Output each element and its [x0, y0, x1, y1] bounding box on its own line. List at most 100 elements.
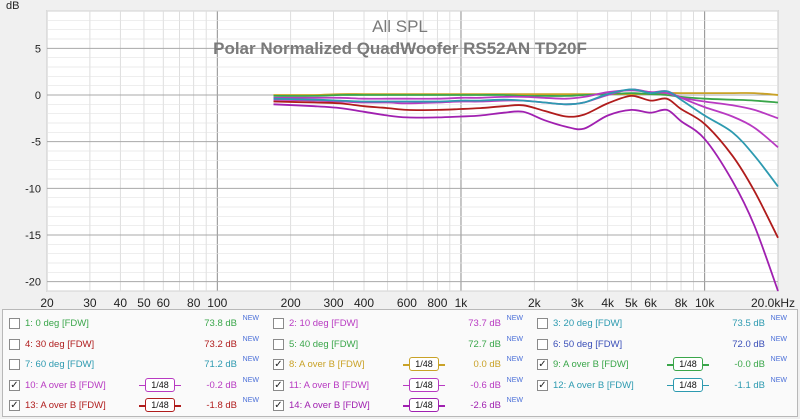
legend-checkbox[interactable] [537, 338, 548, 350]
chart-subtitle: Polar Normalized QuadWoofer RS52AN TD20F [213, 39, 587, 58]
legend-item[interactable]: 2: 10 deg [FDW] 73.7 dB NEW [267, 314, 529, 335]
legend-value: -0.0 dB [734, 359, 765, 370]
smoothing-line-icon [667, 384, 673, 386]
legend-checkbox[interactable] [9, 338, 20, 350]
x-tick-label: 50 [137, 296, 151, 307]
legend-item[interactable]: 1: 0 deg [FDW] 73.8 dB NEW [3, 314, 265, 335]
legend-label: 4: 30 deg [FDW] [25, 338, 95, 350]
x-tick-label: 200 [281, 296, 301, 307]
series-line-10 [273, 89, 779, 120]
legend-checkbox[interactable] [9, 359, 20, 370]
smoothing-label: 1/48 [679, 359, 697, 369]
legend-checkbox[interactable]: ✓ [537, 379, 548, 391]
legend-new-badge: NEW [770, 376, 787, 384]
legend-new-badge: NEW [242, 397, 259, 404]
smoothing-label: 1/48 [415, 379, 433, 390]
legend-new-badge: NEW [770, 315, 787, 322]
legend-label: 7: 60 deg [FDW] [25, 359, 95, 370]
smoothing-line-icon [175, 384, 181, 386]
series-layer [273, 88, 779, 292]
legend-value: 73.8 dB [204, 318, 237, 329]
smoothing-button[interactable]: 1/48 [403, 377, 445, 392]
legend-item[interactable]: ✓ 10: A over B [FDW] 1/48 -0.2 dB NEW [3, 376, 265, 397]
spl-chart[interactable]: 50-5-10-15-20 20 30 40 50 60 80 100 200 300 400 60… [0, 0, 800, 307]
legend-value: 71.2 dB [204, 359, 237, 370]
y-tick-label: -20 [25, 277, 41, 289]
smoothing-button[interactable]: 1/48 [667, 377, 709, 392]
legend-value: 73.5 dB [732, 318, 765, 329]
legend-checkbox[interactable] [273, 338, 284, 350]
x-tick-label: 20 [40, 296, 54, 307]
y-axis-label: dB [6, 0, 19, 12]
legend-checkbox[interactable]: ✓ [273, 379, 284, 391]
x-tick-label: 4k [601, 296, 615, 307]
legend-checkbox[interactable]: ✓ [273, 400, 284, 411]
x-tick-labels: 20 30 40 50 60 80 100 200 300 400 600 800 1k 2k 3k 4k 5k… [40, 296, 795, 307]
y-tick-label: -15 [25, 230, 41, 242]
x-tick-label: 300 [324, 296, 344, 307]
legend-item[interactable]: ✓ 14: A over B [FDW] 1/48 -2.6 dB NEW [267, 396, 529, 417]
legend-checkbox[interactable]: ✓ [9, 379, 20, 391]
x-tick-label: 60 [157, 296, 171, 307]
legend-label: 12: A over B [FDW] [553, 379, 634, 391]
legend-item[interactable]: ✓ 11: A over B [FDW] 1/48 -0.6 dB NEW [267, 376, 529, 397]
y-tick-label: -5 [31, 137, 41, 149]
smoothing-label: 1/48 [415, 400, 433, 410]
legend-label: 8: A over B [FDW] [289, 359, 365, 370]
y-tick-labels: 5 0 -5 -10 -15 -20 [25, 43, 41, 288]
smoothing-button[interactable]: 1/48 [403, 398, 445, 412]
legend-checkbox[interactable]: ✓ [9, 400, 20, 411]
series-line-14 [273, 103, 779, 292]
legend-item[interactable]: ✓ 8: A over B [FDW] 1/48 0.0 dB NEW [267, 355, 529, 376]
legend-label: 1: 0 deg [FDW] [25, 318, 89, 329]
y-tick-label: 5 [35, 43, 41, 55]
legend-checkbox[interactable] [9, 318, 20, 329]
legend-item[interactable]: 3: 20 deg [FDW] 73.5 dB NEW [531, 314, 793, 335]
series-line-13 [273, 94, 779, 239]
legend-label: 6: 50 deg [FDW] [553, 338, 623, 350]
legend-panel: 1: 0 deg [FDW] 73.8 dB NEW 2: 10 deg [FDW] 7… [2, 309, 798, 417]
x-tick-label: 6k [644, 296, 658, 307]
legend-new-badge: NEW [506, 397, 523, 404]
legend-label: 13: A over B [FDW] [25, 400, 106, 411]
legend-new-badge: NEW [242, 356, 259, 363]
chart-title: All SPL [372, 17, 428, 36]
x-tick-label: 30 [83, 296, 97, 307]
smoothing-button[interactable]: 1/48 [403, 357, 445, 371]
smoothing-button[interactable]: 1/48 [667, 357, 709, 371]
smoothing-button[interactable]: 1/48 [139, 398, 181, 412]
legend-value: -1.1 dB [734, 379, 765, 391]
x-tick-label: 40 [114, 296, 128, 307]
smoothing-button[interactable]: 1/48 [139, 377, 181, 392]
x-tick-label: 10k [695, 296, 715, 307]
legend-new-badge: NEW [242, 315, 259, 322]
smoothing-line-icon [403, 364, 409, 366]
legend-new-badge: NEW [506, 356, 523, 363]
legend-item[interactable]: ✓ 9: A over B [FDW] 1/48 -0.0 dB NEW [531, 355, 793, 376]
legend-label: 5: 40 deg [FDW] [289, 338, 359, 350]
legend-item[interactable]: 6: 50 deg [FDW] 72.0 dB NEW [531, 335, 793, 356]
legend-item[interactable]: 4: 30 deg [FDW] 73.2 dB NEW [3, 335, 265, 356]
smoothing-label: 1/48 [679, 379, 697, 390]
legend-value: 73.2 dB [204, 338, 237, 350]
legend-item[interactable]: 7: 60 deg [FDW] 71.2 dB NEW [3, 355, 265, 376]
legend-new-badge: NEW [770, 335, 787, 343]
legend-checkbox[interactable]: ✓ [273, 359, 284, 370]
legend-new-badge: NEW [242, 335, 259, 343]
x-tick-label: 800 [427, 296, 447, 307]
legend-checkbox[interactable] [537, 318, 548, 329]
series-line-9 [273, 92, 779, 104]
legend-item[interactable]: 5: 40 deg [FDW] 72.7 dB NEW [267, 335, 529, 356]
legend-label: 3: 20 deg [FDW] [553, 318, 623, 329]
smoothing-line-icon [439, 364, 445, 366]
legend-label: 2: 10 deg [FDW] [289, 318, 359, 329]
x-tick-label: 400 [354, 296, 374, 307]
legend-checkbox[interactable]: ✓ [537, 359, 548, 370]
legend-value: 0.0 dB [473, 359, 501, 370]
legend-checkbox[interactable] [273, 318, 284, 329]
legend-label: 11: A over B [FDW] [289, 379, 370, 391]
legend-item[interactable]: ✓ 13: A over B [FDW] 1/48 -1.8 dB NEW [3, 396, 265, 417]
legend-value: -2.6 dB [470, 400, 501, 411]
legend-item[interactable]: ✓ 12: A over B [FDW] 1/48 -1.1 dB NEW [531, 376, 793, 397]
x-tick-label: 20.0kHz [751, 296, 795, 307]
